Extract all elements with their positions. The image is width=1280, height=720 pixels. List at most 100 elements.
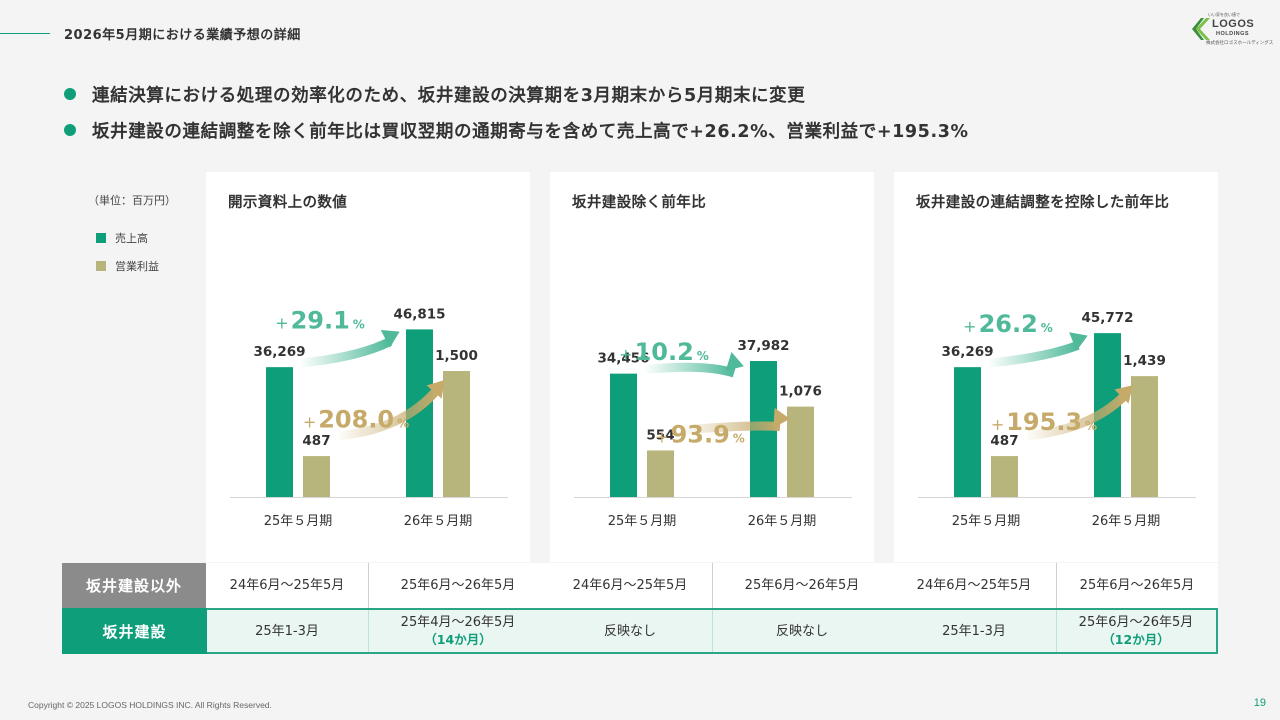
period-cell: 24年6月～25年5月: [206, 563, 368, 608]
profit-bar: [647, 450, 674, 497]
sales-growth-arrow-icon: [643, 362, 736, 378]
sales-value-label: 37,982: [737, 338, 789, 354]
period-cell: 25年6月～26年5月 （12か月）: [1078, 615, 1194, 647]
profit-growth-arrow-icon: [679, 421, 781, 435]
page-title: 2026年5月期における業績予想の詳細: [64, 28, 301, 43]
sales-value-label: 36,269: [941, 344, 993, 360]
cell-divider: [712, 610, 713, 652]
legend-item-sales: 売上高: [96, 224, 159, 252]
bullet-text: 連結決算における処理の効率化のため、坂井建設の決算期を3月期末から5月期末に変更: [92, 85, 806, 106]
logo-name: LOGOS: [1212, 18, 1255, 30]
x-tick-label: 26年５月期: [748, 514, 817, 529]
header-accent-line: [0, 33, 50, 34]
sales-value-label: 45,772: [1081, 310, 1133, 326]
profit-bar: [991, 456, 1018, 497]
chart-disclosed: 36,269 487 25年５月期 46,815 1,500 26年５月期 +29.1 % +2…: [230, 306, 508, 529]
legend-swatch-sales: [96, 233, 106, 243]
row-label: 坂井建設以外: [62, 563, 206, 608]
profit-growth-label: +208.0%: [303, 406, 409, 434]
chart-adjusted: 36,269 487 25年５月期 45,772 1,439 26年５月期 +26.2 % +1…: [918, 310, 1196, 529]
cell-divider: [1056, 563, 1057, 608]
x-tick-label: 25年５月期: [264, 514, 333, 529]
x-tick-label: 25年５月期: [952, 514, 1021, 529]
logo-chevron-icon: [1192, 18, 1210, 40]
chart-title: 坂井建設の連結調整を控除した前年比: [916, 195, 1170, 211]
period-cell: 反映なし: [775, 623, 828, 639]
sales-growth-label: +26.2%: [963, 310, 1053, 338]
profit-value-label: 1,076: [779, 384, 822, 400]
profit-bar: [303, 456, 330, 497]
profit-growth-arrow-icon-head: [426, 379, 445, 399]
cell-divider: [368, 563, 369, 608]
unit-label: （単位：百万円）: [88, 194, 176, 207]
sales-growth-arrow-icon: [987, 340, 1080, 368]
profit-growth-arrow-icon-head: [773, 407, 790, 428]
profit-value-label: 1,500: [435, 348, 478, 364]
sales-bar: [954, 367, 981, 497]
sales-bar: [266, 367, 293, 497]
profit-bar: [1131, 376, 1158, 497]
legend-swatch-profit: [96, 261, 106, 271]
bullet-item: 坂井建設の連結調整を除く前年比は買収翌期の通期寄与を含めて売上高で+26.2%、…: [64, 112, 969, 148]
sales-growth-arrow-icon-head: [1069, 332, 1088, 351]
profit-value-label: 554: [646, 427, 674, 443]
sales-value-label: 34,456: [597, 351, 649, 367]
logo-tagline: いい家を良い値で: [1208, 12, 1240, 17]
profit-growth-label: +93.9%: [655, 421, 745, 449]
period-cell: 24年6月～25年5月: [548, 563, 712, 608]
legend-item-profit: 営業利益: [96, 252, 159, 280]
period-cell: 25年6月～26年5月: [1056, 563, 1218, 608]
sales-growth-arrow-icon-head: [725, 351, 744, 372]
page-number: 19: [1253, 697, 1266, 709]
bullet-dot-icon: [64, 124, 76, 136]
sales-value-label: 36,269: [253, 344, 305, 360]
x-tick-label: 25年５月期: [608, 514, 677, 529]
cell-divider: [712, 563, 713, 608]
profit-growth-label: +195.3%: [991, 408, 1097, 436]
profit-value-label: 487: [990, 433, 1018, 449]
bullet-dot-icon: [64, 88, 76, 100]
period-row-non-sakai: 坂井建設以外 24年6月～25年5月 25年6月～26年5月 24年6月～25年…: [62, 563, 1218, 608]
profit-bar: [443, 371, 470, 497]
period-cell: 25年4月～26年5月 （14か月）: [400, 615, 516, 647]
logo-sub: HOLDINGS: [1216, 31, 1250, 37]
sales-value-label: 46,815: [393, 306, 445, 322]
profit-growth-arrow-icon-head: [1114, 385, 1133, 404]
row-label: 坂井建設: [62, 608, 207, 654]
period-cell: 反映なし: [603, 623, 656, 639]
sales-growth-label: +29.1%: [275, 306, 365, 334]
logo-company: 株式会社ロゴスホールディングス: [1206, 41, 1274, 46]
chart-panel-disclosed: 開示資料上の数値 36,269 487 25年５月期 46,815 1,500 26年５月…: [206, 172, 530, 562]
profit-value-label: 487: [302, 433, 330, 449]
sales-bar: [610, 373, 637, 497]
sales-growth-arrow-icon-head: [380, 330, 400, 348]
chart-title: 開示資料上の数値: [228, 195, 348, 211]
profit-value-label: 1,439: [1123, 353, 1166, 369]
period-cell: 25年6月～26年5月: [368, 563, 548, 608]
legend-label: 営業利益: [115, 260, 159, 273]
period-cell: 25年6月～26年5月: [712, 563, 892, 608]
period-cell: 25年1-3月: [255, 623, 319, 639]
x-tick-label: 26年５月期: [404, 514, 473, 529]
cell-divider: [368, 610, 369, 652]
summary-bullets: 連結決算における処理の効率化のため、坂井建設の決算期を3月期末から5月期末に変更…: [64, 76, 969, 148]
chart-excl-sakai: 34,456 554 25年５月期 37,982 1,076 26年５月期 +10.2 % +9…: [574, 338, 852, 529]
chart-title: 坂井建設除く前年比: [572, 195, 707, 211]
chart-panel-excl-sakai: 坂井建設除く前年比 34,456 554 25年５月期 37,982 1,076 26年５…: [550, 172, 874, 562]
x-tick-label: 26年５月期: [1092, 514, 1161, 529]
period-cell: 25年1-3月: [942, 623, 1006, 639]
bullet-text: 坂井建設の連結調整を除く前年比は買収翌期の通期寄与を含めて売上高で+26.2%、…: [92, 121, 969, 142]
period-row-sakai: 坂井建設 25年1-3月 25年4月～26年5月 （14か月） 反映なし 反映なし…: [62, 608, 1218, 654]
legend-label: 売上高: [115, 232, 148, 245]
cell-divider: [1056, 610, 1057, 652]
copyright: Copyright © 2025 LOGOS HOLDINGS INC. All…: [28, 700, 272, 710]
profit-bar: [787, 406, 814, 497]
sales-growth-label: +10.2%: [619, 338, 709, 366]
profit-growth-arrow-icon: [335, 387, 440, 441]
chart-panel-adjusted: 坂井建設の連結調整を控除した前年比 36,269 487 25年５月期 45,772 1…: [894, 172, 1218, 562]
logos-holdings-logo: いい家を良い値で LOGOS HOLDINGS 株式会社ロゴスホールディングス: [1192, 12, 1273, 48]
sales-growth-arrow-icon: [299, 337, 393, 368]
chart-legend: 売上高 営業利益: [96, 224, 159, 280]
profit-growth-arrow-icon: [1023, 392, 1128, 441]
period-cell: 24年6月～25年5月: [892, 563, 1056, 608]
